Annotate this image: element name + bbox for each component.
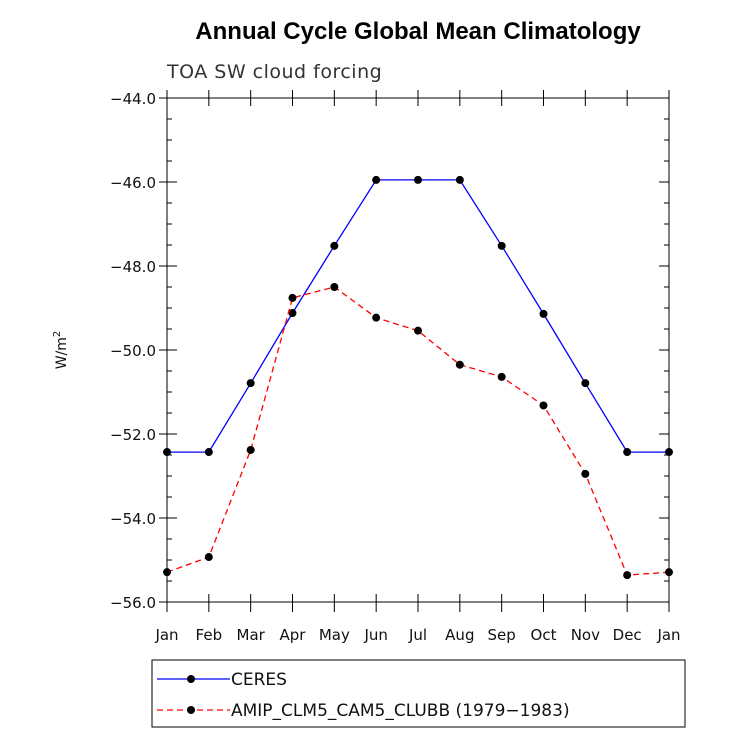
legend-label-amip: AMIP_CLM5_CAM5_CLUBB (1979−1983) xyxy=(231,701,570,721)
y-axis-labels: −56.0 −54.0 −52.0 −50.0 −48.0 −46.0 −44.0 xyxy=(110,90,156,612)
data-point xyxy=(497,241,506,250)
data-point xyxy=(414,175,422,184)
x-axis-labels: Jan Feb Mar Apr May Jun Jul Aug Sep Oct Nov Dec Jan xyxy=(154,626,680,644)
x-tick-label: Jun xyxy=(363,626,387,644)
x-tick-label: Mar xyxy=(237,626,266,644)
data-point xyxy=(163,568,171,577)
legend-entry-amip: AMIP_CLM5_CAM5_CLUBB (1979−1983) xyxy=(157,701,570,721)
x-tick-label: Aug xyxy=(445,626,474,644)
x-tick-label: May xyxy=(319,626,350,644)
data-point xyxy=(246,379,255,388)
x-tick-label: Apr xyxy=(280,626,307,644)
data-point xyxy=(372,175,381,184)
data-point xyxy=(455,175,464,184)
data-point xyxy=(288,309,297,318)
y-axis-ticks xyxy=(159,97,669,603)
series-layer xyxy=(163,175,673,580)
data-point xyxy=(414,326,422,335)
x-tick-label: Dec xyxy=(613,626,642,644)
data-point xyxy=(665,568,673,577)
legend-marker-amip xyxy=(187,706,195,714)
data-point xyxy=(204,553,213,562)
data-point xyxy=(539,401,548,410)
data-point xyxy=(288,293,297,302)
y-axis-title: W/m2 xyxy=(52,331,70,370)
x-tick-label: Jul xyxy=(408,626,427,644)
data-point xyxy=(204,448,213,457)
data-point xyxy=(330,283,339,291)
x-tick-label: Oct xyxy=(531,626,557,644)
data-point xyxy=(372,313,381,322)
y-tick-label: −52.0 xyxy=(110,426,156,444)
y-tick-label: −50.0 xyxy=(110,342,156,360)
x-axis-ticks xyxy=(166,90,670,612)
chart-title: Annual Cycle Global Mean Climatology xyxy=(195,18,641,45)
data-point xyxy=(497,372,506,381)
x-tick-label: Nov xyxy=(571,626,600,644)
y-tick-label: −54.0 xyxy=(110,510,156,528)
x-tick-label: Jan xyxy=(154,626,178,644)
data-point xyxy=(163,448,171,457)
data-point xyxy=(539,309,548,318)
legend-marker-ceres xyxy=(187,675,195,683)
legend-box xyxy=(151,659,686,728)
series-line xyxy=(167,179,669,453)
legend-entry-ceres: CERES xyxy=(157,670,287,690)
data-point xyxy=(455,360,464,369)
y-axis-title-superscript: 2 xyxy=(52,331,63,337)
y-tick-label: −48.0 xyxy=(110,258,156,276)
y-tick-label: −44.0 xyxy=(110,90,156,108)
plot-frame xyxy=(166,97,670,603)
legend-label-ceres: CERES xyxy=(231,670,287,690)
data-point xyxy=(665,448,673,457)
data-point xyxy=(581,469,590,478)
data-point xyxy=(623,571,632,580)
x-tick-label: Sep xyxy=(488,626,516,644)
y-axis-title-unit: W/m xyxy=(54,337,70,369)
data-point xyxy=(246,445,255,454)
x-tick-label: Jan xyxy=(656,626,680,644)
y-tick-label: −56.0 xyxy=(110,594,156,612)
data-point xyxy=(330,241,339,250)
series-amip xyxy=(163,283,673,580)
data-point xyxy=(623,448,632,457)
series-ceres xyxy=(163,175,673,457)
chart-subtitle: TOA SW cloud forcing xyxy=(166,61,382,83)
x-tick-label: Feb xyxy=(196,626,223,644)
data-point xyxy=(581,379,590,388)
y-tick-label: −46.0 xyxy=(110,174,156,192)
